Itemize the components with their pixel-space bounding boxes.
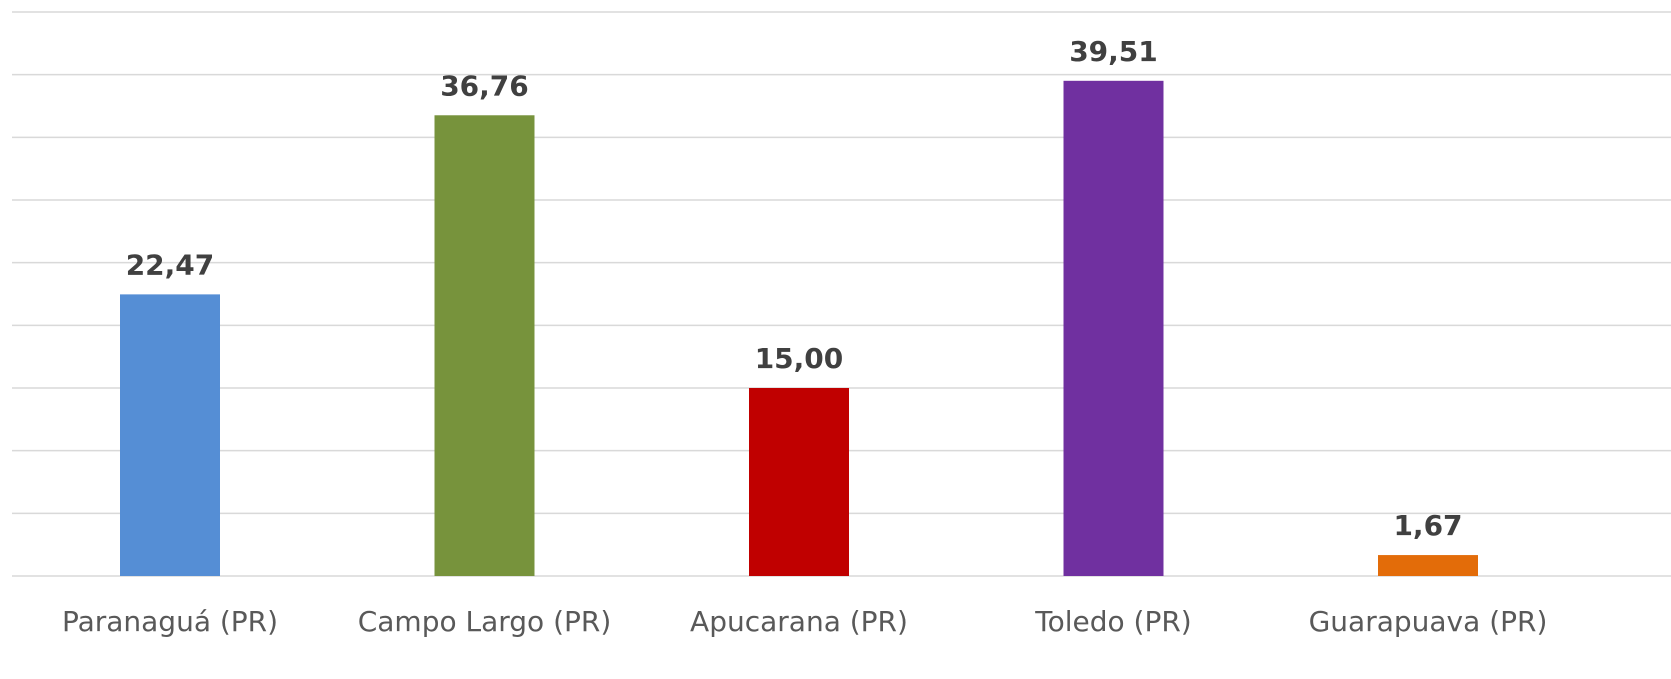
bar-5	[1378, 555, 1478, 576]
data-label-4: 39,51	[1069, 35, 1158, 68]
category-label-2: Campo Largo (PR)	[358, 605, 612, 638]
bar-2	[434, 115, 535, 577]
category-label-1: Paranaguá (PR)	[62, 605, 278, 638]
category-label-5: Guarapuava (PR)	[1309, 605, 1548, 638]
data-label-1: 22,47	[126, 248, 215, 281]
bars	[120, 80, 1478, 577]
category-labels: Paranaguá (PR) Campo Largo (PR) Apucarana …	[62, 605, 1547, 638]
bar-1	[120, 294, 220, 576]
bar-3	[749, 388, 849, 576]
bar-4	[1063, 80, 1164, 577]
category-label-3: Apucarana (PR)	[690, 605, 908, 638]
data-label-2: 36,76	[440, 69, 529, 102]
data-labels: 22,47 36,76 15,00 39,51 1,67	[126, 35, 1463, 542]
data-label-5: 1,67	[1393, 509, 1462, 542]
data-label-3: 15,00	[755, 342, 844, 375]
category-label-4: Toledo (PR)	[1034, 605, 1191, 638]
